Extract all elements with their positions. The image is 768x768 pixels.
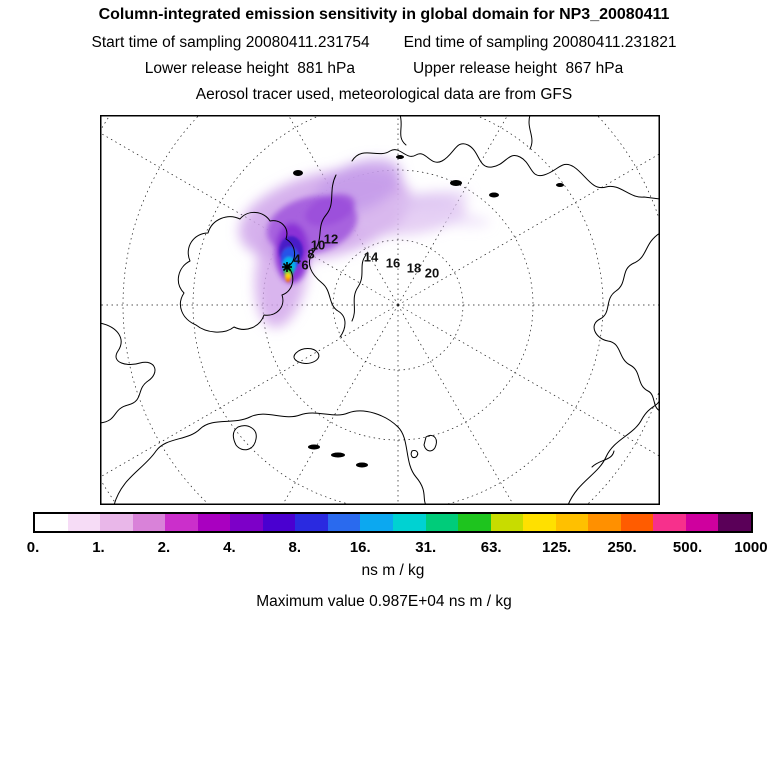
map-panel: 4 6 8 10 12 14 16 18 20 (100, 115, 660, 505)
colorbar-segment (653, 514, 686, 531)
colorbar-tick-label: 2. (157, 539, 171, 556)
release-heights-line: Lower release height 881 hPa Upper relea… (0, 60, 768, 78)
colorbar-segment (327, 514, 361, 531)
colorbar-segment (360, 514, 394, 531)
colorbar-segment (67, 514, 101, 531)
upper-release-text: Upper release height 867 hPa (413, 60, 624, 77)
islands (293, 155, 564, 468)
map-waypoint-label: 18 (406, 260, 422, 276)
map-waypoint-label: 4 (293, 251, 301, 267)
sensitivity-plume (239, 158, 490, 328)
colorbar (33, 512, 753, 533)
figure-title: Column-integrated emission sensitivity i… (98, 6, 670, 23)
colorbar-segment (718, 514, 752, 531)
colorbar-segment (132, 514, 166, 531)
tracer-note-text: Aerosol tracer used, meteorological data… (195, 86, 573, 103)
colorbar-tick-label: 250. (607, 539, 637, 556)
colorbar-segment (230, 514, 263, 531)
colorbar-segment (458, 514, 491, 531)
map-svg (100, 115, 660, 505)
colorbar-segment (262, 514, 296, 531)
map-waypoint-label: 20 (424, 265, 440, 281)
colorbar-segment (35, 514, 68, 531)
colorbar-segment (165, 514, 198, 531)
colorbar-tick-label: 125. (542, 539, 572, 556)
colorbar-tick-label: 0. (26, 539, 40, 556)
colorbar-segment (588, 514, 621, 531)
colorbar-segment (555, 514, 589, 531)
max-value-line: Maximum value 0.987E+04 ns m / kg (256, 593, 512, 610)
coastlines (100, 115, 660, 505)
sampling-times-line: Start time of sampling 20080411.231754 E… (0, 34, 768, 52)
colorbar-units: ns m / kg (361, 562, 425, 579)
colorbar-ticks: 0. 1. 2. 4. 8. 16. 31. 63. 125. 250. 500. 1000. (27, 539, 768, 557)
colorbar-tick-label: 8. (288, 539, 302, 556)
colorbar-tick-label: 1000. (734, 539, 768, 556)
map-waypoint-label: 8 (307, 246, 315, 262)
map-label-overlay: 4 6 8 10 12 14 16 18 20 (100, 115, 660, 505)
map-waypoint-label: 14 (363, 249, 379, 265)
map-waypoint-label: 16 (385, 255, 401, 271)
colorbar-segment (523, 514, 556, 531)
colorbar-segment (685, 514, 719, 531)
colorbar-segment (490, 514, 524, 531)
colorbar-tick-label: 63. (480, 539, 502, 556)
sampling-end-text: End time of sampling 20080411.231821 (403, 34, 677, 51)
tracer-note-line: Aerosol tracer used, meteorological data… (0, 86, 768, 104)
colorbar-segment (295, 514, 328, 531)
release-point-marker (282, 262, 292, 272)
map-waypoint-label: 10 (310, 237, 326, 253)
colorbar-tick-label: 4. (223, 539, 236, 556)
colorbar-segment (425, 514, 459, 531)
colorbar-tick-label: 1. (92, 539, 105, 556)
map-waypoint-label: 12 (323, 231, 339, 247)
colorbar-tick-label: 31. (415, 539, 437, 556)
colorbar-segment (620, 514, 654, 531)
colorbar-tick-label: 500. (672, 539, 703, 556)
lower-release-text: Lower release height 881 hPa (144, 60, 355, 77)
sampling-start-text: Start time of sampling 20080411.231754 (91, 34, 370, 51)
colorbar-segment (197, 514, 231, 531)
colorbar-segment (393, 514, 426, 531)
map-waypoint-label: 6 (301, 257, 309, 273)
map-border (100, 115, 660, 505)
colorbar-tick-label: 16. (349, 539, 371, 556)
colorbar-segment (100, 514, 133, 531)
